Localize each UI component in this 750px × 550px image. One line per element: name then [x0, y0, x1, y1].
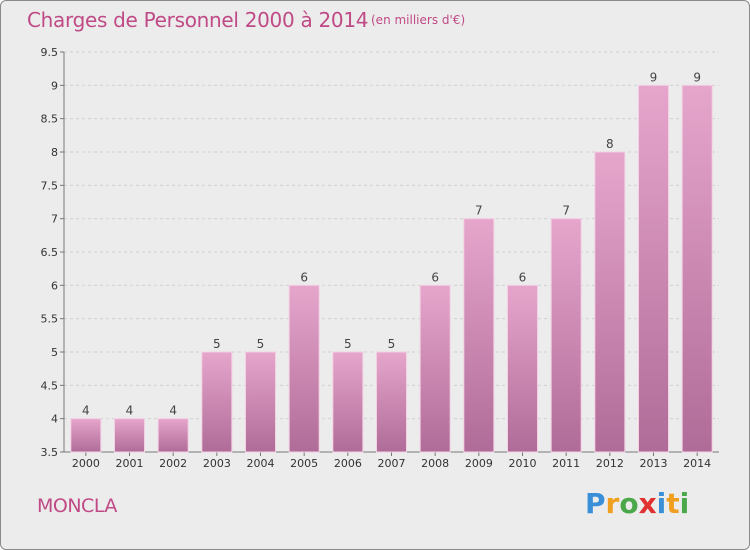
logo-letter: P: [585, 487, 606, 520]
bar-2005: [288, 284, 320, 453]
value-label: 7: [475, 204, 483, 218]
bars: [70, 84, 713, 453]
y-tick-label: 7: [51, 213, 58, 226]
bar-2014: [681, 84, 713, 453]
y-tick-label: 4.5: [41, 379, 59, 392]
bar-2003: [201, 351, 233, 453]
x-tick-label: 2013: [640, 457, 668, 470]
value-label: 5: [213, 337, 221, 351]
y-tick-label: 9.5: [41, 46, 59, 59]
bar-2002: [157, 418, 189, 453]
y-tick-label: 5: [51, 346, 58, 359]
bar-2013: [638, 84, 669, 453]
y-tick-label: 4: [51, 413, 58, 426]
y-tick-label: 9: [51, 79, 58, 92]
value-label: 6: [519, 270, 527, 284]
value-label: 7: [562, 204, 570, 218]
y-tick-label: 7.5: [41, 179, 59, 192]
x-tick-label: 2010: [509, 457, 537, 470]
x-tick-label: 2003: [203, 457, 231, 470]
bar-2004: [245, 351, 276, 453]
logo-letter: i: [656, 487, 667, 520]
value-label: 8: [606, 137, 614, 151]
bar-2008: [419, 284, 451, 453]
logo-letter: t: [666, 487, 680, 520]
bar-2001: [114, 418, 145, 453]
value-label: 6: [431, 270, 439, 284]
x-tick-label: 2002: [159, 457, 187, 470]
bar-2011: [550, 218, 582, 453]
chart-subtitle: (en milliers d'€): [371, 13, 466, 27]
x-tick-label: 2009: [465, 457, 493, 470]
bar-2000: [70, 418, 102, 453]
value-label: 5: [388, 337, 396, 351]
logo-letter: o: [619, 487, 639, 520]
y-tick-label: 8: [51, 146, 58, 159]
value-label: 6: [300, 270, 308, 284]
x-tick-label: 2006: [334, 457, 362, 470]
value-label: 4: [82, 404, 90, 418]
y-tick-label: 3.5: [41, 446, 59, 459]
commune-name: MONCLA: [37, 495, 117, 517]
proxiti-logo: Proxiti: [585, 487, 689, 520]
value-label: 4: [169, 404, 177, 418]
value-label: 9: [693, 70, 701, 84]
bar-2012: [594, 151, 626, 453]
value-label: 9: [650, 70, 658, 84]
x-tick-label: 2008: [421, 457, 449, 470]
y-tick-label: 6.5: [41, 246, 59, 259]
bar-2007: [376, 351, 407, 453]
y-tick-label: 8.5: [41, 113, 59, 126]
logo-letter: i: [679, 487, 690, 520]
y-tick-label: 6: [51, 279, 58, 292]
x-tick-label: 2014: [683, 457, 711, 470]
bar-2010: [507, 284, 538, 453]
value-label: 4: [126, 404, 134, 418]
y-tick-label: 5.5: [41, 313, 59, 326]
x-tick-label: 2005: [290, 457, 318, 470]
tick-labels: 3.5 4 4.5 5 5.5 6 6.5 7 7.5 8 8.5 9 9.5 2000 2001 2002 2…: [41, 46, 712, 470]
logo-letter: r: [605, 487, 620, 520]
chart-title: Charges de Personnel 2000 à 2014: [27, 8, 369, 32]
x-tick-label: 2012: [596, 457, 624, 470]
x-tick-label: 2000: [72, 457, 100, 470]
x-tick-label: 2011: [552, 457, 580, 470]
value-label: 5: [257, 337, 265, 351]
value-label: 5: [344, 337, 352, 351]
logo-letter: x: [638, 487, 657, 520]
x-tick-label: 2007: [378, 457, 406, 470]
x-tick-label: 2004: [247, 457, 275, 470]
bar-2009: [463, 218, 495, 453]
bar-2006: [332, 351, 364, 453]
x-tick-label: 2001: [116, 457, 144, 470]
value-labels: 4 4 4 5 5 6 5 5 6 7 6 7 8 9 9: [82, 70, 701, 417]
